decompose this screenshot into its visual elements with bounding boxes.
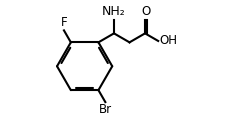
Text: F: F	[60, 16, 67, 29]
Text: OH: OH	[159, 34, 177, 47]
Text: Br: Br	[98, 103, 112, 116]
Text: O: O	[141, 5, 150, 18]
Text: NH₂: NH₂	[102, 5, 125, 18]
